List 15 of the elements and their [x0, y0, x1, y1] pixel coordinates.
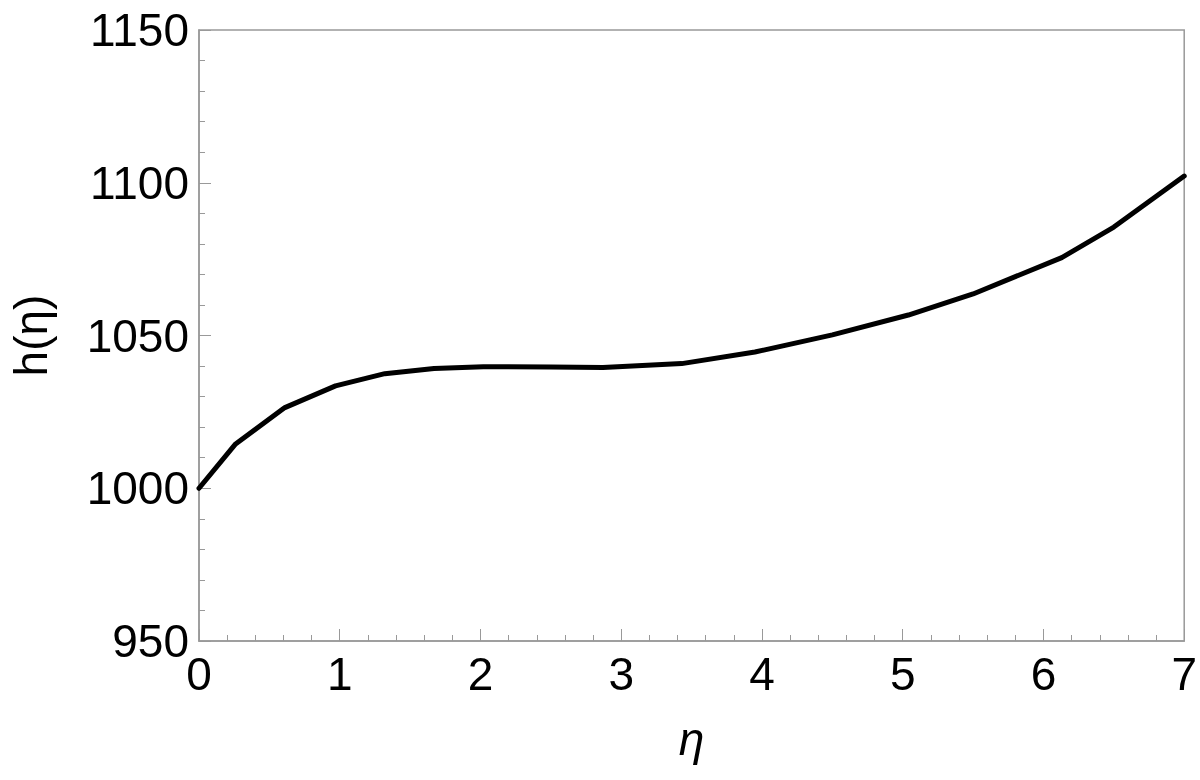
- x-tick-label: 7: [1171, 648, 1198, 700]
- y-tick-label: 1100: [90, 156, 189, 209]
- x-tick-label: 3: [608, 648, 635, 700]
- x-tick-label: 1: [326, 648, 353, 700]
- x-tick-label: 6: [1030, 648, 1057, 700]
- x-tick-label: 0: [186, 648, 212, 700]
- x-tick-label: 5: [889, 648, 916, 700]
- x-tick-label: 2: [467, 648, 494, 700]
- x-tick-label: 4: [749, 648, 775, 700]
- y-tick-label: 1000: [86, 462, 189, 515]
- y-axis-title: h(η): [5, 294, 57, 377]
- x-axis-title: η: [678, 713, 705, 765]
- y-tick-label: 1150: [90, 4, 189, 56]
- y-tick-label: 1050: [86, 309, 189, 362]
- y-tick-label: 950: [112, 615, 189, 667]
